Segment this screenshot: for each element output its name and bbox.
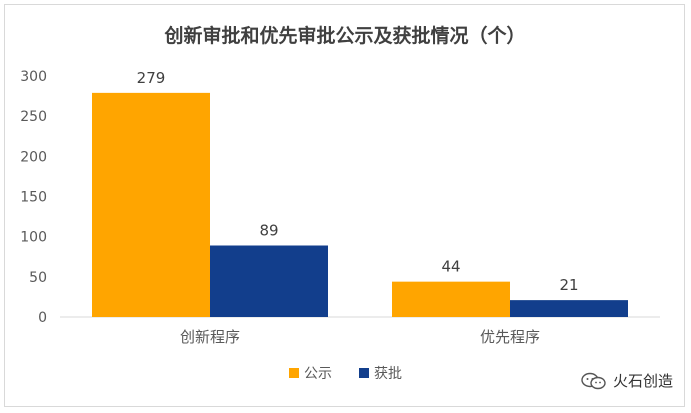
label-layer: 279 89 44 21 — [137, 69, 579, 294]
bar-公示-创新程序 — [92, 92, 210, 318]
watermark: 火石创造 — [581, 370, 673, 391]
y-tick-label: 250 — [20, 109, 47, 125]
y-tick-label: 150 — [20, 190, 47, 206]
wechat-icon — [581, 372, 607, 390]
legend-swatch — [289, 368, 299, 378]
data-label: 21 — [559, 276, 578, 294]
chart-title: 创新审批和优先审批公示及获批情况（个） — [163, 24, 525, 47]
bar-layer — [92, 92, 628, 318]
y-tick-label: 0 — [38, 310, 47, 326]
data-label: 89 — [259, 222, 278, 240]
y-tick-label: 300 — [20, 69, 47, 85]
data-label: 279 — [137, 69, 166, 87]
legend: 公示 获批 — [289, 366, 402, 382]
y-tick-label: 50 — [29, 270, 47, 286]
bar-公示-优先程序 — [392, 281, 510, 317]
data-label: 44 — [441, 258, 460, 276]
x-tick-label: 优先程序 — [480, 328, 540, 346]
y-tick-label: 200 — [20, 149, 47, 165]
legend-label: 获批 — [374, 366, 402, 382]
watermark-text: 火石创造 — [612, 372, 673, 390]
x-tick-label: 创新程序 — [180, 328, 240, 346]
bar-获批-创新程序 — [210, 245, 328, 317]
legend-label: 公示 — [304, 366, 332, 382]
bar-获批-优先程序 — [510, 300, 628, 317]
legend-swatch — [359, 368, 369, 378]
y-tick-label: 100 — [20, 230, 47, 246]
